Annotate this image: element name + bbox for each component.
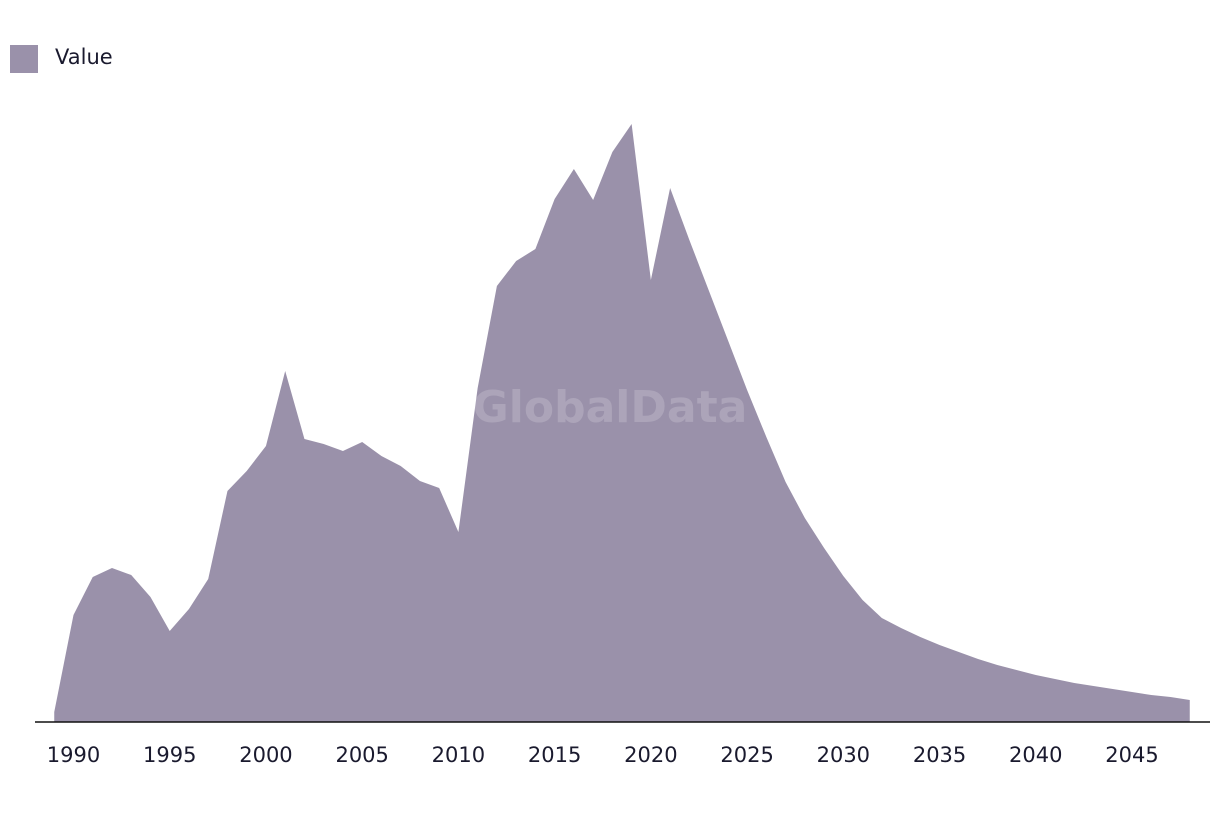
x-tick-label: 1990 — [47, 743, 100, 767]
x-tick-label: 2010 — [432, 743, 485, 767]
x-tick-label: 2040 — [1009, 743, 1062, 767]
x-tick-label: 2020 — [624, 743, 677, 767]
x-tick-label: 2015 — [528, 743, 581, 767]
legend-swatch — [10, 45, 38, 73]
x-tick-label: 2000 — [239, 743, 292, 767]
x-tick-label: 2030 — [817, 743, 870, 767]
x-tick-label: 1995 — [143, 743, 196, 767]
area — [54, 124, 1190, 722]
x-tick-label: 2005 — [335, 743, 388, 767]
x-tick-label: 2035 — [913, 743, 966, 767]
x-tick-label: 2045 — [1105, 743, 1158, 767]
x-tick-label: 2025 — [720, 743, 773, 767]
legend-label: Value — [55, 45, 113, 69]
watermark: GlobalData — [473, 382, 748, 433]
